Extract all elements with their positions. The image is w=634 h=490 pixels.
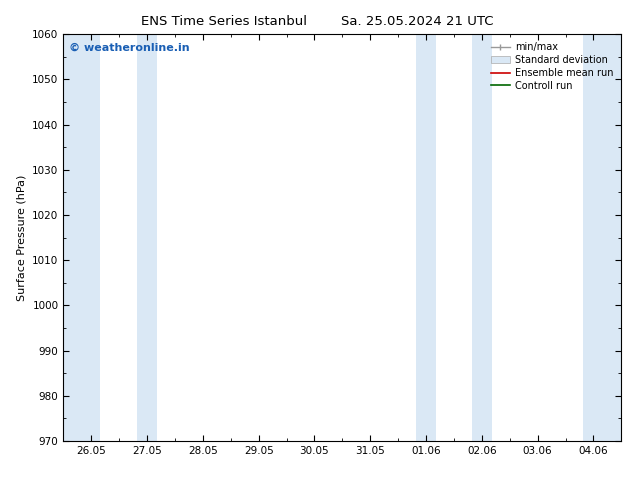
Legend: min/max, Standard deviation, Ensemble mean run, Controll run: min/max, Standard deviation, Ensemble me… xyxy=(488,39,616,94)
Bar xyxy=(583,34,621,441)
Bar xyxy=(137,34,157,441)
Bar xyxy=(63,34,100,441)
Text: ENS Time Series Istanbul        Sa. 25.05.2024 21 UTC: ENS Time Series Istanbul Sa. 25.05.2024 … xyxy=(141,15,493,28)
Bar xyxy=(416,34,436,441)
Bar xyxy=(472,34,492,441)
Y-axis label: Surface Pressure (hPa): Surface Pressure (hPa) xyxy=(16,174,27,301)
Text: © weatheronline.in: © weatheronline.in xyxy=(69,43,190,52)
